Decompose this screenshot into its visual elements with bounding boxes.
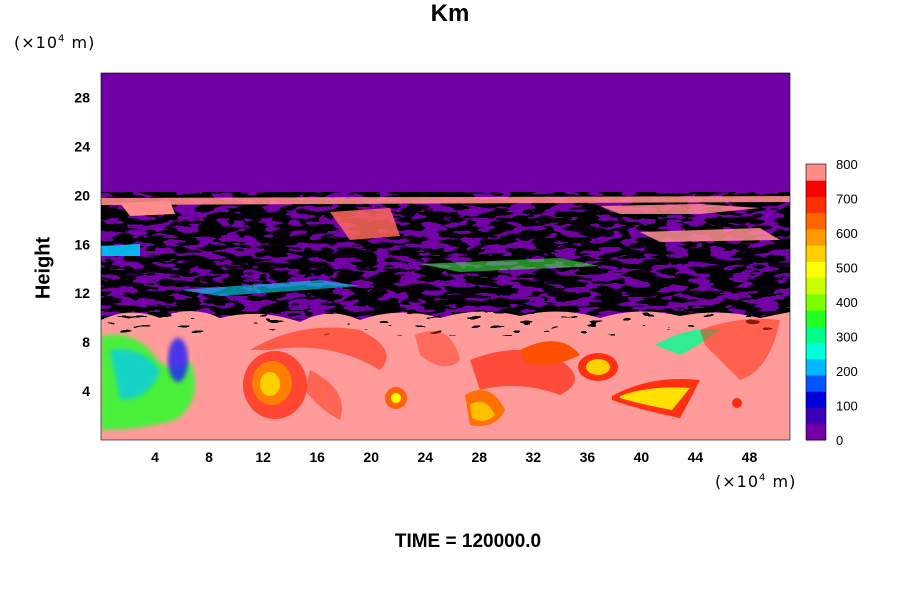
colorbar-tick-label: 0 xyxy=(836,433,843,448)
colorbar-tick-label: 200 xyxy=(836,364,858,379)
x-tick-label: 32 xyxy=(526,449,542,465)
colorbar-tick-label: 500 xyxy=(836,261,858,276)
chart-title: Km xyxy=(430,0,470,27)
colorbar-swatch xyxy=(806,326,826,344)
turbulent-band xyxy=(101,192,790,320)
y-tick-label: 8 xyxy=(82,334,90,350)
colorbar: 0 100 200 300 400 500 600 700 800 xyxy=(805,157,858,448)
colorbar-tick-label: 300 xyxy=(836,330,858,345)
colorbar-swatch xyxy=(806,407,826,425)
x-tick-label: 4 xyxy=(151,449,159,465)
y-tick-label: 12 xyxy=(74,285,90,301)
colorbar-swatch xyxy=(806,277,826,295)
colorbar-swatch xyxy=(806,358,826,376)
colorbar-swatch xyxy=(806,180,826,197)
heatmap-field xyxy=(101,73,790,440)
y-axis-unit: (×104 m) xyxy=(14,33,96,52)
colorbar-swatch xyxy=(806,391,826,409)
y-axis-ticks: 4 8 12 16 20 24 28 xyxy=(74,89,90,399)
colorbar-frame xyxy=(805,163,827,441)
x-tick-label: 40 xyxy=(634,449,650,465)
colorbar-swatch xyxy=(806,310,826,327)
y-tick-label: 16 xyxy=(74,236,90,252)
y-tick-label: 28 xyxy=(74,89,90,105)
x-axis-ticks: 4 8 12 16 20 24 28 32 36 40 44 48 xyxy=(151,449,757,465)
colorbar-tick-label: 400 xyxy=(836,295,858,310)
x-tick-label: 48 xyxy=(742,449,758,465)
x-tick-label: 16 xyxy=(309,449,325,465)
x-tick-label: 20 xyxy=(363,449,379,465)
colorbar-swatch xyxy=(806,423,826,441)
x-tick-label: 12 xyxy=(255,449,271,465)
colorbar-tick-label: 100 xyxy=(836,399,858,414)
colorbar-swatch xyxy=(806,293,826,311)
y-tick-label: 20 xyxy=(74,187,90,203)
colorbar-swatch xyxy=(806,342,826,360)
y-tick-label: 24 xyxy=(74,138,90,154)
x-axis-unit: (×104 m) xyxy=(715,472,797,491)
y-tick-label: 4 xyxy=(82,383,90,399)
x-tick-label: 28 xyxy=(471,449,487,465)
colorbar-swatch xyxy=(806,245,826,262)
x-tick-label: 36 xyxy=(580,449,596,465)
colorbar-tick-label: 600 xyxy=(836,226,858,241)
mixed-layer xyxy=(101,311,790,440)
x-tick-label: 44 xyxy=(688,449,704,465)
colorbar-swatch xyxy=(806,164,826,181)
time-label: TIME = 120000.0 xyxy=(394,531,542,552)
colorbar-tick-label: 800 xyxy=(836,157,858,172)
colorbar-swatch xyxy=(806,228,826,246)
colorbar-swatch xyxy=(806,261,826,279)
colorbar-swatch xyxy=(806,212,826,230)
x-tick-label: 8 xyxy=(205,449,213,465)
x-tick-label: 24 xyxy=(417,449,433,465)
colorbar-swatch xyxy=(806,375,826,392)
colorbar-tick-label: 700 xyxy=(836,192,858,207)
colorbar-swatch xyxy=(806,196,826,214)
